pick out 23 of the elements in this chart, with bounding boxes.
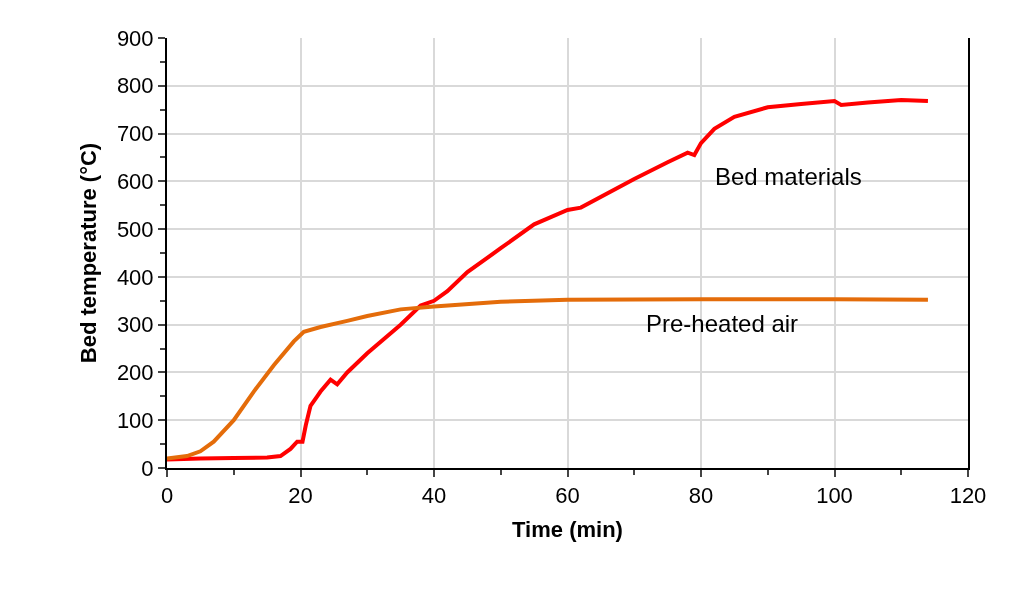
line-series [167, 98, 930, 462]
x-tick-label: 0 [160, 483, 174, 509]
x-tick-label: 100 [816, 483, 853, 509]
y-tick-label: 100 [116, 407, 154, 433]
y-tick-label: 0 [141, 455, 154, 481]
y-tick-label: 600 [116, 169, 154, 195]
y-tick-label: 500 [116, 216, 154, 242]
x-tick-label: 120 [949, 483, 987, 509]
series-label: Bed materials [715, 163, 862, 190]
y-tick-label: 200 [116, 360, 154, 386]
y-tick-label: 700 [116, 121, 154, 147]
x-tick-label: 80 [688, 483, 714, 509]
y-axis-title: Bed temperature (°C) [76, 142, 102, 364]
y-tick-label: 800 [116, 73, 154, 99]
x-axis-title: Time (min) [512, 516, 623, 542]
series-label: Pre-heated air [646, 310, 799, 337]
x-tick-label: 20 [288, 483, 313, 509]
x-tick-label: 60 [555, 483, 580, 509]
y-tick-label: 400 [116, 264, 154, 290]
y-tick-label: 900 [116, 25, 154, 51]
line-series [167, 297, 930, 461]
y-tick-label: 300 [116, 312, 154, 338]
x-tick-label: 40 [421, 483, 447, 509]
